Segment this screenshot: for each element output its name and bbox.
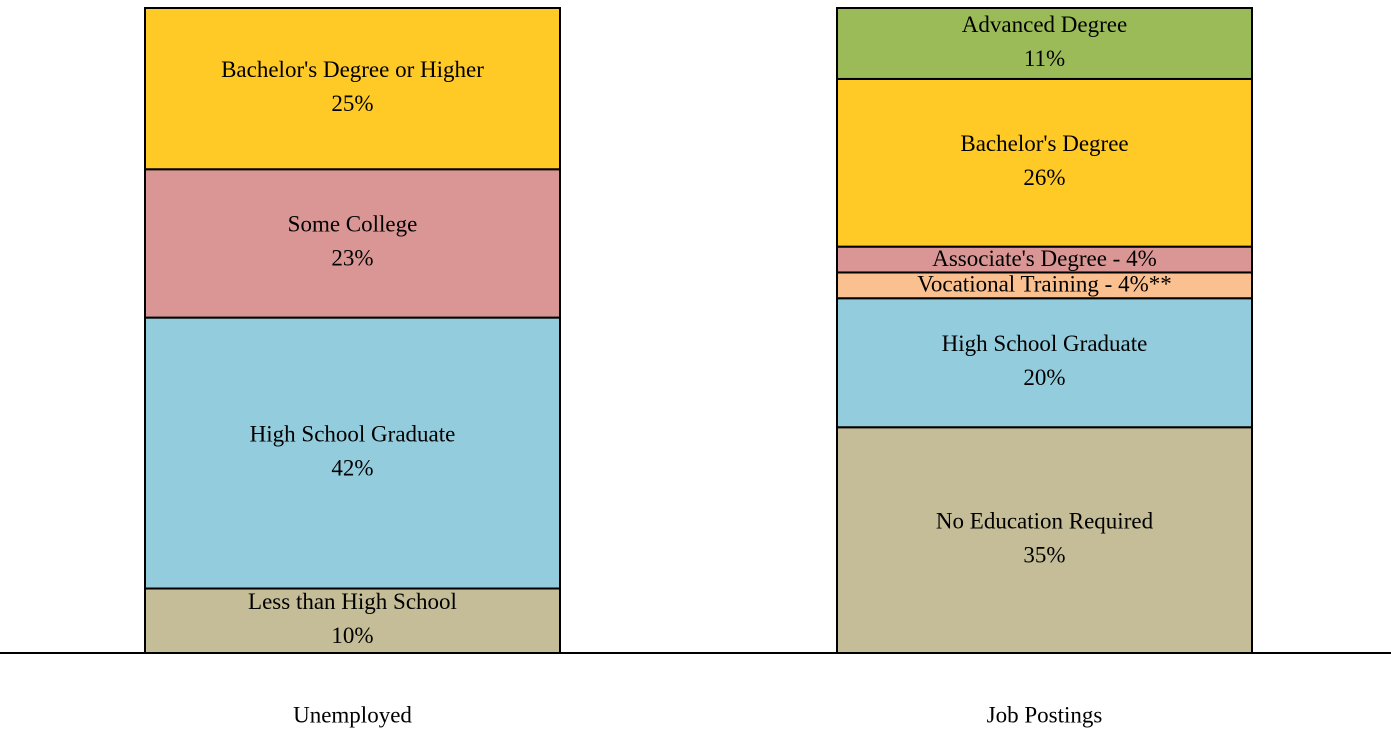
value-label: 23% — [331, 246, 373, 271]
segment-label: No Education Required — [936, 508, 1154, 533]
bar-segment — [144, 316, 561, 590]
value-label: 11% — [1024, 46, 1065, 71]
bar-segment — [836, 297, 1253, 429]
bar-segment — [144, 7, 561, 171]
bar-segment — [836, 77, 1253, 248]
value-label: 42% — [331, 455, 373, 480]
segment-label: Associate's Degree - 4% — [932, 246, 1156, 271]
segment-label: Some College — [288, 212, 418, 237]
segment-label: Advanced Degree — [962, 12, 1127, 37]
bar-segment — [836, 7, 1253, 80]
segment-label: High School Graduate — [942, 331, 1148, 356]
segment-label: High School Graduate — [250, 421, 456, 446]
bar-segment — [144, 587, 561, 654]
x-tick-label: Unemployed — [293, 702, 412, 727]
value-label: 35% — [1023, 542, 1065, 567]
value-label: 20% — [1023, 365, 1065, 390]
segment-label: Bachelor's Degree — [960, 131, 1128, 156]
segment-label: Vocational Training - 4%** — [917, 272, 1171, 297]
segment-label: Less than High School — [248, 589, 457, 614]
bar-segment — [836, 271, 1253, 300]
bars — [144, 7, 1253, 654]
value-label: 26% — [1023, 165, 1065, 190]
segment-label: Bachelor's Degree or Higher — [221, 57, 484, 82]
value-label: 10% — [331, 623, 373, 648]
value-label: 25% — [331, 91, 373, 116]
bar-segment — [836, 426, 1253, 654]
bar-segment — [836, 245, 1253, 274]
x-tick-label: Job Postings — [987, 702, 1103, 727]
bar-segment — [144, 168, 561, 319]
